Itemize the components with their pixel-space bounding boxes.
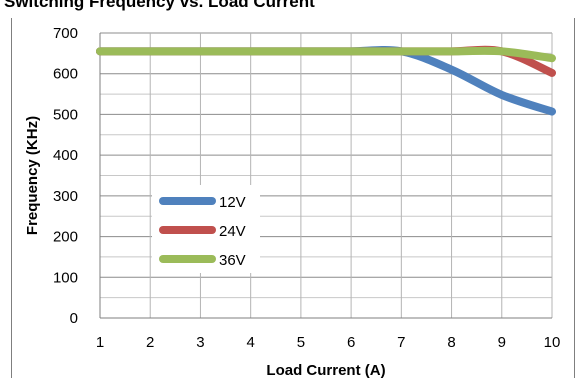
x-tick-label: 3 — [196, 334, 204, 351]
series-line-12v — [96, 45, 556, 116]
legend-label: 12V — [219, 194, 246, 211]
y-tick-label: 0 — [70, 310, 78, 327]
y-tick-label: 300 — [53, 188, 78, 205]
y-tick-label: 600 — [53, 66, 78, 83]
legend: 12V 24V 36V — [152, 185, 260, 273]
chart-title: Switching Frequency vs. Load Current — [4, 0, 315, 11]
axes: 0 100 200 300 400 500 600 700 1 2 3 4 5 6 7 8 9 10 — [53, 25, 560, 351]
x-tick-label: 7 — [397, 334, 405, 351]
x-tick-label: 9 — [498, 334, 506, 351]
x-tick-label: 1 — [96, 334, 104, 351]
x-tick-label: 2 — [146, 334, 154, 351]
x-tick-label: 6 — [347, 334, 355, 351]
y-tick-label: 200 — [53, 229, 78, 246]
x-tick-label: 5 — [297, 334, 305, 351]
x-tick-label: 4 — [246, 334, 254, 351]
x-tick-label: 10 — [544, 334, 561, 351]
y-tick-label: 500 — [53, 106, 78, 123]
legend-label: 36V — [219, 252, 246, 269]
series-lines — [96, 45, 556, 116]
legend-label: 24V — [219, 223, 246, 240]
y-tick-label: 100 — [53, 269, 78, 286]
y-tick-label: 700 — [53, 25, 78, 42]
series-line-36v — [96, 46, 556, 63]
y-axis-title: Frequency (KHz) — [24, 116, 41, 235]
x-axis-title: Load Current (A) — [266, 362, 385, 379]
x-tick-label: 8 — [447, 334, 455, 351]
y-tick-label: 400 — [53, 147, 78, 164]
grid-lines — [99, 32, 553, 319]
chart-frame — [11, 18, 575, 378]
